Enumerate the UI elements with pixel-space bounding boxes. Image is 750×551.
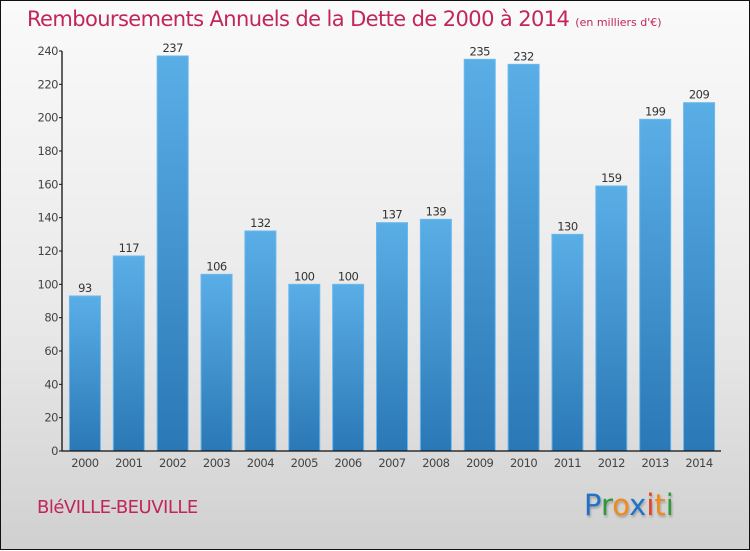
y-tick-label-140: 140 bbox=[38, 211, 59, 225]
axes-group: 2000 2001 2002 2003 2004 2005 2006 2007 2008 2009… bbox=[38, 44, 721, 470]
value-label-2009: 235 bbox=[470, 44, 491, 58]
x-tick-label-2003: 2003 bbox=[203, 456, 230, 470]
value-label-2003: 106 bbox=[206, 259, 227, 273]
y-tick-label-240: 240 bbox=[38, 44, 59, 58]
bar-2003 bbox=[200, 273, 233, 452]
x-tick-label-2002: 2002 bbox=[159, 456, 186, 470]
x-tick-label-2014: 2014 bbox=[685, 456, 712, 470]
value-label-2007: 137 bbox=[382, 208, 403, 222]
bar-2010 bbox=[507, 63, 540, 452]
x-tick-label-2013: 2013 bbox=[642, 456, 669, 470]
bar-2012 bbox=[595, 185, 628, 452]
y-tick-label-160: 160 bbox=[38, 177, 59, 191]
x-tick-label-2009: 2009 bbox=[466, 456, 493, 470]
bar-2001 bbox=[112, 255, 145, 452]
x-tick-label-2012: 2012 bbox=[598, 456, 625, 470]
x-tick-label-2005: 2005 bbox=[291, 456, 318, 470]
x-tick-label-2006: 2006 bbox=[334, 456, 361, 470]
bar-2011 bbox=[551, 233, 584, 452]
x-tick-label-2004: 2004 bbox=[247, 456, 274, 470]
value-label-2004: 132 bbox=[250, 216, 271, 230]
x-tick-label-2007: 2007 bbox=[378, 456, 405, 470]
y-tick-label-80: 80 bbox=[44, 311, 58, 325]
bar-2008 bbox=[419, 218, 452, 452]
value-label-2011: 130 bbox=[557, 219, 578, 233]
bar-2014 bbox=[683, 102, 716, 452]
bar-2007 bbox=[376, 222, 408, 452]
logo-letter-5: t bbox=[654, 488, 666, 522]
x-tick-label-2001: 2001 bbox=[115, 456, 142, 470]
value-label-2008: 139 bbox=[426, 204, 447, 218]
y-tick-label-120: 120 bbox=[38, 244, 59, 258]
logo-letter-6: i bbox=[665, 488, 674, 522]
bar-2009 bbox=[463, 58, 496, 452]
value-label-2014: 209 bbox=[689, 88, 710, 102]
y-tick-label-220: 220 bbox=[38, 77, 59, 91]
proxiti-logo[interactable]: Proxiti bbox=[584, 488, 674, 522]
chart-subtitle: (en milliers d'€) bbox=[575, 16, 662, 29]
value-label-2000: 93 bbox=[78, 281, 92, 295]
value-label-2013: 199 bbox=[645, 104, 666, 118]
logo-letter-2: o bbox=[612, 488, 630, 522]
value-label-2012: 159 bbox=[601, 171, 622, 185]
logo-letter-1: r bbox=[600, 488, 613, 522]
y-tick-label-40: 40 bbox=[44, 377, 58, 391]
bar-2006 bbox=[332, 283, 365, 452]
x-tick-label-2000: 2000 bbox=[71, 456, 98, 470]
x-tick-label-2010: 2010 bbox=[510, 456, 537, 470]
chart-title-text: Remboursements Annuels de la Dette de 20… bbox=[27, 7, 570, 31]
bar-2000 bbox=[68, 295, 101, 452]
value-label-2010: 232 bbox=[513, 49, 534, 63]
bar-2004 bbox=[244, 230, 277, 452]
bar-2013 bbox=[639, 118, 672, 452]
bar-2005 bbox=[288, 283, 321, 452]
y-tick-label-20: 20 bbox=[44, 411, 58, 425]
y-tick-label-0: 0 bbox=[51, 444, 58, 458]
value-label-2006: 100 bbox=[338, 269, 359, 283]
y-tick-label-180: 180 bbox=[38, 144, 59, 158]
x-tick-label-2008: 2008 bbox=[422, 456, 449, 470]
y-tick-label-100: 100 bbox=[38, 277, 59, 291]
x-tick-label-2011: 2011 bbox=[554, 456, 581, 470]
bar-2002 bbox=[156, 55, 189, 452]
logo-letter-4: i bbox=[646, 488, 655, 522]
logo-letter-3: x bbox=[629, 488, 647, 522]
town-name: BléVILLE-BEUVILLE bbox=[37, 497, 198, 518]
logo-letter-0: P bbox=[584, 488, 601, 522]
bars-group: 93 117 237 106 132 100 100 137 139 235 232 130 159 19… bbox=[68, 41, 716, 452]
y-tick-label-200: 200 bbox=[38, 111, 59, 125]
value-label-2001: 117 bbox=[119, 241, 140, 255]
y-tick-label-60: 60 bbox=[44, 344, 58, 358]
value-label-2002: 237 bbox=[162, 41, 183, 55]
chart-title: Remboursements Annuels de la Dette de 20… bbox=[27, 7, 662, 31]
value-label-2005: 100 bbox=[294, 269, 315, 283]
